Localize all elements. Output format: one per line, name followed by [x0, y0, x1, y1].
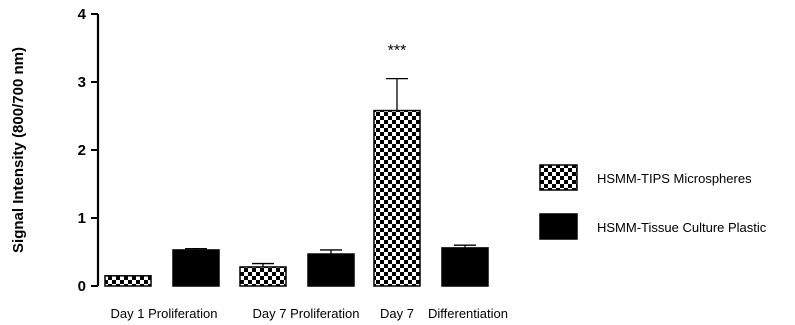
bar [307, 253, 355, 287]
bar [441, 247, 489, 287]
legend-label: HSMM-Tissue Culture Plastic [597, 220, 767, 235]
category-label: Day 7 Proliferation [253, 306, 360, 321]
significance-annotation: *** [388, 43, 407, 60]
category-label: Day 7 [380, 306, 414, 321]
y-tick-label: 2 [78, 142, 86, 159]
bar [104, 275, 152, 287]
category-label: Day 1 Proliferation [111, 306, 218, 321]
category-label: Differentiation [428, 306, 508, 321]
bar [172, 249, 220, 287]
bar [373, 109, 421, 287]
y-tick-label: 1 [78, 210, 86, 227]
legend-swatch [539, 213, 578, 240]
y-tick-label: 3 [78, 74, 86, 91]
bar [239, 266, 287, 287]
y-tick-label: 4 [78, 6, 87, 23]
y-tick-label: 0 [78, 278, 86, 295]
y-axis-label: Signal Intensity (800/700 nm) [10, 47, 27, 253]
legend-swatch [539, 164, 578, 191]
legend-label: HSMM-TIPS Microspheres [597, 171, 752, 186]
